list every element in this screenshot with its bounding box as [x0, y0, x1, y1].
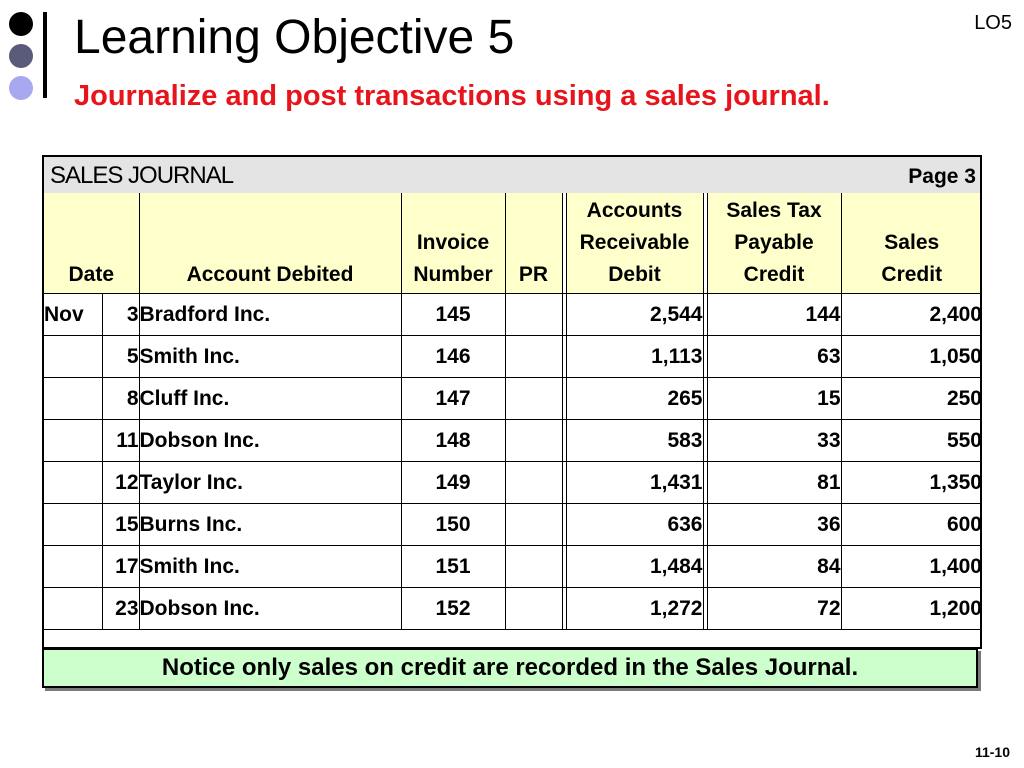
sales-tax-payable-credit-cell: 72: [706, 587, 842, 630]
pr-cell: [504, 503, 563, 546]
pr-cell: [504, 587, 563, 630]
invoice-number-cell: 146: [400, 335, 506, 378]
date-day-cell: 8: [101, 377, 140, 420]
slide-subtitle: Journalize and post transactions using a…: [74, 80, 830, 112]
header-account-debited: Account Debited: [138, 193, 402, 294]
bullet-dot-lavender: [9, 76, 33, 100]
sales-tax-payable-credit-cell: 15: [706, 377, 842, 420]
sales-tax-payable-credit-cell: 81: [706, 461, 842, 504]
pr-cell: [504, 335, 563, 378]
slide-title: Learning Objective 5: [74, 11, 515, 64]
header-pr: PR: [504, 193, 563, 294]
sales-tax-payable-credit-cell: 63: [706, 335, 842, 378]
title-divider-bar: [43, 12, 47, 98]
date-month-cell: [44, 419, 103, 462]
date-day-cell: 12: [101, 461, 140, 504]
sales-credit-cell: 250: [840, 377, 980, 420]
date-month-cell: [44, 587, 103, 630]
sales-credit-cell: 1,050: [840, 335, 980, 378]
invoice-number-cell: 145: [400, 293, 506, 336]
pr-cell: [504, 419, 563, 462]
date-day-cell: 5: [101, 335, 140, 378]
account-debited-cell: Bradford Inc.: [138, 293, 402, 336]
header-accounts-receivable-debit: Accounts Receivable Debit: [565, 193, 704, 294]
date-day-cell: 15: [101, 503, 140, 546]
slide-page-number: 11-10: [974, 744, 1010, 760]
bullet-dot-black: [9, 12, 33, 36]
account-debited-cell: Smith Inc.: [138, 545, 402, 588]
header-invoice-number: Invoice Number: [400, 193, 506, 294]
journal-table: Date Account Debited Invoice Number PR A…: [44, 193, 980, 630]
date-day-cell: 3: [101, 293, 140, 336]
account-debited-cell: Taylor Inc.: [138, 461, 402, 504]
invoice-number-cell: 152: [400, 587, 506, 630]
table-row: 17 Smith Inc. 151 1,484 84 1,400: [44, 545, 980, 588]
table-row: 8 Cluff Inc. 147 265 15 250: [44, 377, 980, 420]
account-debited-cell: Cluff Inc.: [138, 377, 402, 420]
table-row: 11 Dobson Inc. 148 583 33 550: [44, 419, 980, 462]
sales-credit-cell: 1,400: [840, 545, 980, 588]
date-month-cell: Nov: [44, 293, 103, 336]
sales-credit-cell: 1,350: [840, 461, 980, 504]
sales-tax-payable-credit-cell: 33: [706, 419, 842, 462]
accounts-receivable-debit-cell: 636: [565, 503, 704, 546]
date-day-cell: 23: [101, 587, 140, 630]
invoice-number-cell: 148: [400, 419, 506, 462]
header-sales-credit: Sales Credit: [840, 193, 980, 294]
sales-tax-payable-credit-cell: 36: [706, 503, 842, 546]
accounts-receivable-debit-cell: 2,544: [565, 293, 704, 336]
date-day-cell: 11: [101, 419, 140, 462]
pr-cell: [504, 461, 563, 504]
sales-credit-cell: 550: [840, 419, 980, 462]
sales-tax-payable-credit-cell: 84: [706, 545, 842, 588]
accounts-receivable-debit-cell: 1,113: [565, 335, 704, 378]
date-day-cell: 17: [101, 545, 140, 588]
invoice-number-cell: 147: [400, 377, 506, 420]
header-sales-tax-payable-credit: Sales Tax Payable Credit: [706, 193, 842, 294]
date-month-cell: [44, 377, 103, 420]
invoice-number-cell: 150: [400, 503, 506, 546]
credit-sales-note: Notice only sales on credit are recorded…: [42, 648, 978, 688]
sales-journal: SALES JOURNAL Page 3 Date Account Debite…: [42, 155, 982, 649]
accounts-receivable-debit-cell: 1,431: [565, 461, 704, 504]
invoice-number-cell: 149: [400, 461, 506, 504]
sales-tax-payable-credit-cell: 144: [706, 293, 842, 336]
header-date: Date: [44, 193, 140, 294]
invoice-number-cell: 151: [400, 545, 506, 588]
pr-cell: [504, 545, 563, 588]
date-month-cell: [44, 545, 103, 588]
journal-header-bar: SALES JOURNAL Page 3: [44, 157, 980, 195]
table-row: 12 Taylor Inc. 149 1,431 81 1,350: [44, 461, 980, 504]
sales-credit-cell: 600: [840, 503, 980, 546]
table-row: 15 Burns Inc. 150 636 36 600: [44, 503, 980, 546]
sales-credit-cell: 1,200: [840, 587, 980, 630]
journal-page-number: Page 3: [908, 165, 976, 188]
pr-cell: [504, 293, 563, 336]
table-row: 23 Dobson Inc. 152 1,272 72 1,200: [44, 587, 980, 630]
accounts-receivable-debit-cell: 265: [565, 377, 704, 420]
accounts-receivable-debit-cell: 1,484: [565, 545, 704, 588]
sales-credit-cell: 2,400: [840, 293, 980, 336]
account-debited-cell: Burns Inc.: [138, 503, 402, 546]
table-row: Nov 3 Bradford Inc. 145 2,544 144 2,400: [44, 293, 980, 336]
accounts-receivable-debit-cell: 1,272: [565, 587, 704, 630]
date-month-cell: [44, 335, 103, 378]
journal-title: SALES JOURNAL: [50, 162, 234, 189]
accounts-receivable-debit-cell: 583: [565, 419, 704, 462]
table-header-row: Date Account Debited Invoice Number PR A…: [44, 193, 980, 294]
learning-objective-tag: LO5: [974, 12, 1012, 34]
pr-cell: [504, 377, 563, 420]
bullet-dot-gray: [9, 44, 33, 68]
account-debited-cell: Dobson Inc.: [138, 419, 402, 462]
account-debited-cell: Smith Inc.: [138, 335, 402, 378]
account-debited-cell: Dobson Inc.: [138, 587, 402, 630]
date-month-cell: [44, 461, 103, 504]
table-row: 5 Smith Inc. 146 1,113 63 1,050: [44, 335, 980, 378]
date-month-cell: [44, 503, 103, 546]
